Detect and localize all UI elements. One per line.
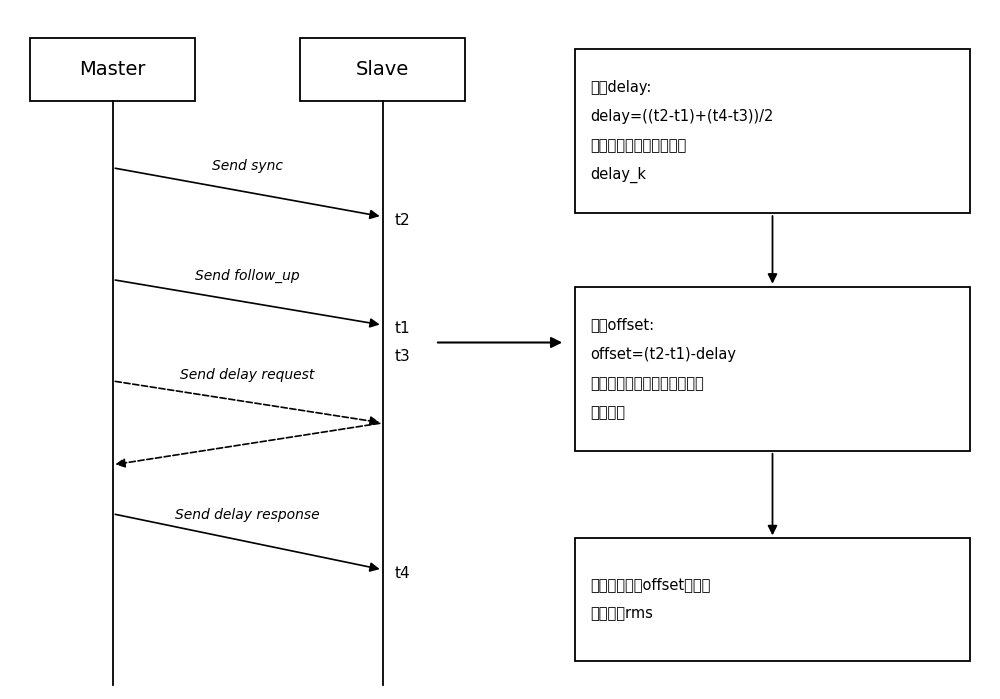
Text: t1: t1 — [395, 321, 411, 336]
Text: t3: t3 — [395, 349, 411, 364]
Text: delay=((t2-t1)+(t4-t3))/2: delay=((t2-t1)+(t4-t3))/2 — [590, 109, 773, 124]
Text: Send delay request: Send delay request — [180, 368, 315, 382]
Text: Send sync: Send sync — [212, 159, 283, 173]
Text: 判断是否有异常値，进行滑窗: 判断是否有异常値，进行滑窗 — [590, 376, 704, 391]
Bar — [300, 38, 465, 101]
Text: t4: t4 — [395, 565, 411, 581]
Text: delay_k: delay_k — [590, 167, 646, 183]
Text: t2: t2 — [395, 212, 411, 228]
Text: 计算offset:: 计算offset: — [590, 317, 654, 332]
Text: 计算delay:: 计算delay: — [590, 80, 651, 94]
Bar — [575, 287, 970, 451]
Text: Slave: Slave — [356, 60, 409, 80]
Text: 卡尔曼滤波得到滤波后的: 卡尔曼滤波得到滤波后的 — [590, 138, 686, 153]
Bar — [575, 538, 970, 661]
Bar — [30, 38, 195, 101]
Text: 根据滤波后的offset进行微: 根据滤波后的offset进行微 — [590, 577, 710, 592]
Text: offset=(t2-t1)-delay: offset=(t2-t1)-delay — [590, 347, 736, 361]
Text: Send delay response: Send delay response — [175, 508, 320, 522]
Bar — [575, 49, 970, 213]
Text: 算法滤波: 算法滤波 — [590, 405, 625, 420]
Text: Master: Master — [79, 60, 146, 80]
Text: 调，计算rms: 调，计算rms — [590, 607, 653, 621]
Text: Send follow_up: Send follow_up — [195, 268, 300, 282]
